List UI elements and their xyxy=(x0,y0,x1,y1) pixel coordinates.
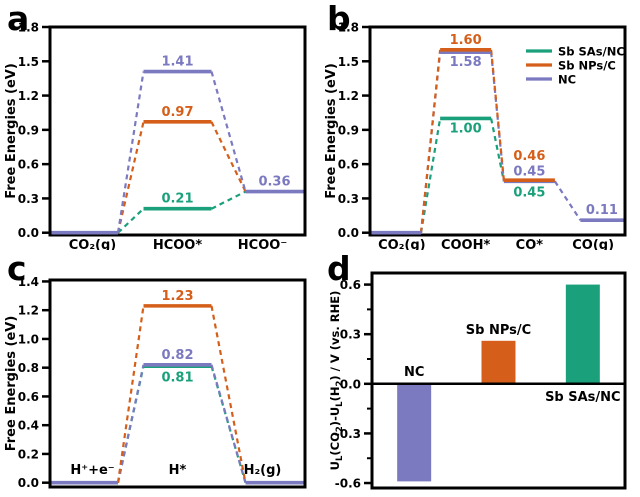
energy-connector xyxy=(116,305,145,483)
y-tick-label: 0.0 xyxy=(18,476,39,490)
bar xyxy=(565,284,600,384)
energy-connector xyxy=(419,49,442,233)
y-tick-label: 1.8 xyxy=(338,21,359,35)
y-tick-label: 0.6 xyxy=(340,278,361,292)
energy-connector xyxy=(116,121,145,233)
bar xyxy=(481,340,516,384)
bar-label: Sb NPs/C xyxy=(466,323,531,338)
y-tick-label: 1.2 xyxy=(18,89,39,103)
y-tick-label: 1.5 xyxy=(338,55,359,69)
energy-value-label: 0.36 xyxy=(258,175,290,190)
energy-value-label: 0.81 xyxy=(161,370,193,385)
energy-connector xyxy=(210,364,247,483)
y-axis-label: Free Energies (eV) xyxy=(4,63,19,199)
y-tick-label: 0.3 xyxy=(340,328,361,342)
legend-label: Sb SAs/NC xyxy=(558,45,625,59)
energy-value-label: 0.97 xyxy=(161,105,193,120)
y-tick-label: 0.0 xyxy=(18,226,39,240)
plot-frame xyxy=(368,25,627,237)
y-tick-label: 0.8 xyxy=(18,361,39,375)
panel-letter-b: b xyxy=(327,0,351,38)
panel-a-free-energy-chart: 0.0 0.3 0.6 0.9 1.2 1.5 1.8 Free Energies (eV) C… xyxy=(4,21,307,250)
bar-label: NC xyxy=(404,365,424,380)
x-category-label: HCOO* xyxy=(153,238,203,250)
x-category-label: H* xyxy=(169,463,187,478)
y-tick-label: 1.0 xyxy=(18,332,39,346)
x-category-label: H₂(g) xyxy=(244,463,282,478)
energy-value-label: 1.60 xyxy=(450,33,482,48)
y-tick-label: 0.9 xyxy=(18,123,39,137)
energy-connector xyxy=(116,71,145,233)
y-tick-label: 0.6 xyxy=(18,390,39,404)
x-category-label: COOH* xyxy=(441,238,491,250)
y-tick-label: 0.0 xyxy=(338,226,359,240)
energy-value-label: 0.45 xyxy=(513,185,545,200)
plot-frame xyxy=(48,278,307,489)
y-axis-label: Free Energies (eV) xyxy=(324,63,339,199)
energy-connector xyxy=(210,305,247,483)
energy-connector xyxy=(117,207,145,234)
panel-letter-d: d xyxy=(327,249,351,288)
plot-frame xyxy=(48,25,307,237)
energy-value-label: 0.45 xyxy=(513,164,545,179)
energy-connector xyxy=(211,190,246,210)
legend-label: NC xyxy=(558,73,576,87)
x-category-label: CO(g) xyxy=(572,238,614,250)
y-tick-label: 1.5 xyxy=(18,55,39,69)
y-tick-label: -0.3 xyxy=(335,427,361,441)
energy-connector xyxy=(210,121,247,193)
y-tick-label: 1.2 xyxy=(18,304,39,318)
panel-b-free-energy-chart: 0.0 0.3 0.6 0.9 1.2 1.5 1.8 Free Energies (eV) C… xyxy=(324,21,627,250)
y-tick-label: 0.6 xyxy=(338,158,359,172)
energy-value-label: 1.00 xyxy=(450,121,482,136)
y-tick-label: 0.0 xyxy=(340,377,361,391)
panel-d-bar-chart: 0.6 0.3 0.0 -0.3 -0.6 UL(CO2)-UL(H2) / V (vs.… xyxy=(328,271,627,491)
energy-connector xyxy=(419,118,442,233)
energy-value-label: 0.82 xyxy=(161,348,193,363)
y-tick-label: 1.4 xyxy=(18,275,39,289)
panel-letter-a: a xyxy=(7,0,30,38)
energy-connector xyxy=(116,364,145,483)
y-tick-label: 1.2 xyxy=(338,89,359,103)
y-axis-label: UL(CO2)-UL(H2) / V (vs. RHE) xyxy=(328,291,345,471)
y-tick-label: 0.3 xyxy=(338,192,359,206)
energy-value-label: 1.23 xyxy=(161,289,193,304)
y-tick-label: 0.6 xyxy=(18,158,39,172)
bar xyxy=(397,383,432,482)
y-tick-label: -0.6 xyxy=(335,477,361,491)
x-category-label: CO₂(g) xyxy=(378,238,425,250)
panel-c-free-energy-chart: 0.0 0.2 0.4 0.6 0.8 1.0 1.2 1.4 Free Energies (e… xyxy=(4,275,307,490)
energy-connector xyxy=(490,118,505,182)
x-category-label: H⁺+e⁻ xyxy=(70,463,114,478)
energy-value-label: 1.58 xyxy=(450,55,482,70)
y-tick-label: 0.3 xyxy=(18,192,39,206)
y-tick-label: 0.9 xyxy=(338,123,359,137)
energy-connector xyxy=(553,180,582,221)
plot-frame xyxy=(370,271,627,490)
x-category-label: CO* xyxy=(516,238,544,250)
x-category-label: CO₂(g) xyxy=(69,238,116,250)
y-tick-label: 1.8 xyxy=(18,21,39,35)
y-tick-label: 0.4 xyxy=(18,419,39,433)
y-tick-label: 0.2 xyxy=(18,447,39,461)
legend-label: Sb NPs/C xyxy=(558,59,616,73)
energy-value-label: 0.21 xyxy=(161,192,193,207)
energy-value-label: 0.46 xyxy=(513,149,545,164)
energy-value-label: 0.11 xyxy=(586,203,618,218)
energy-connector xyxy=(490,49,505,181)
x-category-label: HCOO⁻ xyxy=(238,238,287,250)
bar-label: Sb SAs/NC xyxy=(545,390,621,405)
panel-letter-c: c xyxy=(7,249,27,288)
energy-value-label: 1.41 xyxy=(161,55,193,70)
energy-connector xyxy=(210,71,247,192)
y-axis-label: Free Energies (eV) xyxy=(4,316,19,452)
